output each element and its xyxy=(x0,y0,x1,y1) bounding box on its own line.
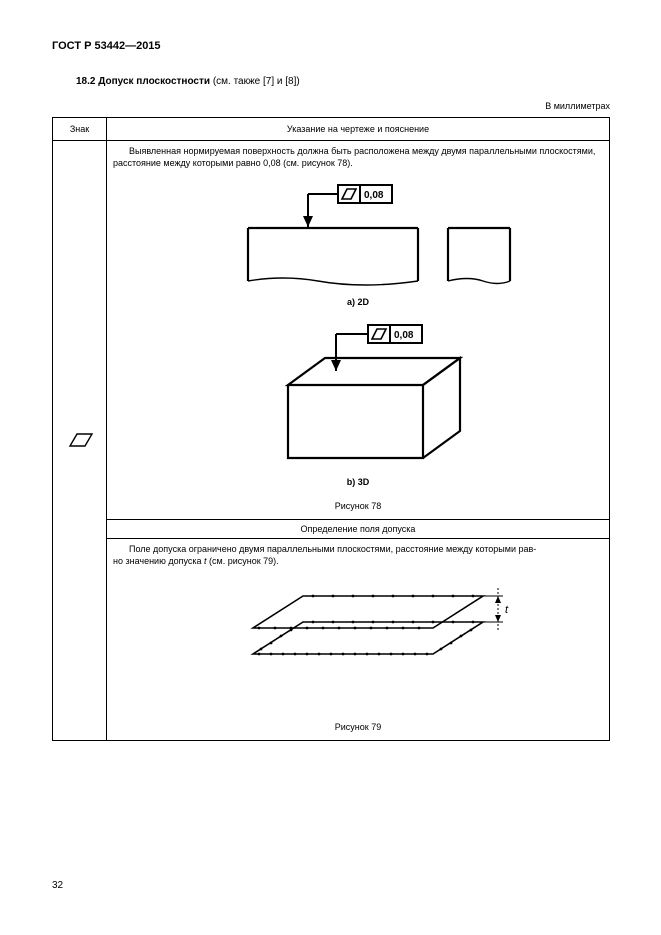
fcf-value-3d: 0,08 xyxy=(394,330,414,341)
section-number: 18.2 xyxy=(76,76,95,87)
table-header-row: Знак Указание на чертеже и пояснение xyxy=(53,118,610,141)
row2-text: Поле допуска ограничено двумя параллельн… xyxy=(113,543,603,567)
figure-79: t xyxy=(113,574,603,716)
row2-text-a: Поле допуска ограничено двумя параллельн… xyxy=(129,544,536,554)
units-note: В миллиметрах xyxy=(52,101,610,111)
fcf-value-2d: 0,08 xyxy=(364,190,384,201)
figure-79-svg: t xyxy=(193,582,523,712)
section-name: Допуск плоскостности xyxy=(98,76,210,87)
section-title: 18.2 Допуск плоскостности (см. также [7]… xyxy=(52,76,610,87)
tolerance-table: Знак Указание на чертеже и пояснение Выя… xyxy=(52,117,610,741)
row2-text-c: (см. рисунок 79). xyxy=(207,556,279,566)
tolerance-zone-header: Определение поля допуска xyxy=(107,520,610,539)
page-content: ГОСТ Р 53442—2015 18.2 Допуск плоскостно… xyxy=(52,40,610,741)
figure-78-caption: Рисунок 78 xyxy=(113,501,603,511)
col-header-desc: Указание на чертеже и пояснение xyxy=(107,118,610,141)
figure-78-3d: 0,08 xyxy=(113,315,603,495)
dim-t-label: t xyxy=(505,604,509,616)
figure-78-2d-svg: 0,08 xyxy=(188,183,528,293)
label-3d: b) 3D xyxy=(113,477,603,487)
sign-cell xyxy=(53,141,107,741)
row2-text-b: но значению допуска xyxy=(113,556,204,566)
row1-text: Выявленная нормируемая поверхность должн… xyxy=(113,145,603,169)
figure-78-3d-svg: 0,08 xyxy=(208,323,508,473)
page-number: 32 xyxy=(52,880,63,891)
section-refs: (см. также [7] и [8]) xyxy=(210,76,300,87)
table-row-drawing: Выявленная нормируемая поверхность должн… xyxy=(53,141,610,520)
tolerance-cell: Поле допуска ограничено двумя параллельн… xyxy=(107,539,610,740)
flatness-symbol-icon xyxy=(65,429,95,451)
table-row-subheader: Определение поля допуска xyxy=(53,520,610,539)
drawing-cell: Выявленная нормируемая поверхность должн… xyxy=(107,141,610,520)
label-2d: а) 2D xyxy=(113,297,603,307)
figure-78-2d: 0,08 xyxy=(113,175,603,315)
table-row-tolerance: Поле допуска ограничено двумя параллельн… xyxy=(53,539,610,740)
figure-79-caption: Рисунок 79 xyxy=(113,722,603,732)
col-header-sign: Знак xyxy=(53,118,107,141)
standard-code: ГОСТ Р 53442—2015 xyxy=(52,40,610,52)
